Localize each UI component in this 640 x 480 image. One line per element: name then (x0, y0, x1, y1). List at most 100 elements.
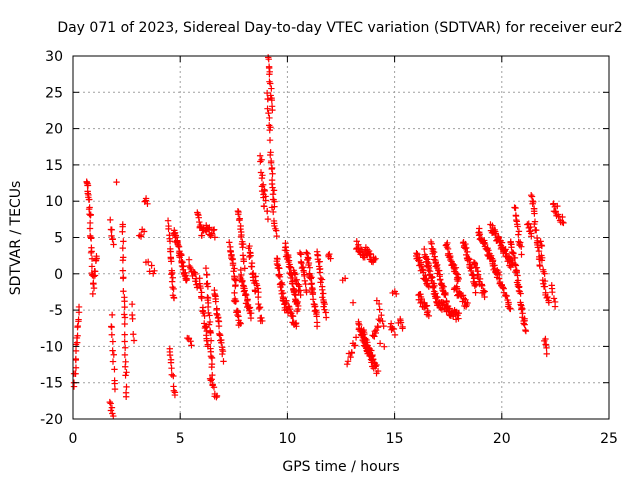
data-point (91, 268, 98, 275)
y-tick-label: 30 (45, 49, 63, 65)
data-point (348, 349, 355, 356)
data-point (185, 256, 193, 263)
data-point (275, 272, 282, 279)
data-point (213, 392, 221, 400)
data-point (252, 277, 259, 284)
data-point (259, 317, 266, 325)
data-point (351, 342, 359, 349)
data-point (491, 262, 498, 269)
data-point (183, 275, 191, 283)
data-point (549, 201, 557, 208)
data-point (110, 241, 117, 248)
data-point (464, 248, 471, 256)
data-point (107, 216, 114, 224)
chart-title: Day 071 of 2023, Sidereal Day-to-day VTE… (57, 20, 622, 36)
data-point (236, 319, 244, 326)
data-point (528, 193, 536, 200)
data-point (178, 252, 185, 259)
data-point (389, 325, 396, 332)
data-point (550, 295, 558, 302)
data-point (505, 299, 512, 306)
data-point (208, 360, 216, 368)
data-point (84, 182, 91, 189)
data-point (507, 305, 514, 312)
data-point (543, 344, 550, 352)
data-point (381, 343, 388, 350)
data-point (215, 317, 222, 325)
data-point (200, 320, 208, 327)
data-point (187, 338, 194, 345)
data-point (236, 217, 243, 224)
data-point (267, 80, 274, 87)
data-point (513, 267, 520, 274)
data-point (421, 245, 428, 253)
data-point (247, 314, 255, 322)
data-point (560, 219, 567, 227)
data-point (313, 319, 321, 326)
data-point (343, 360, 351, 368)
data-point (197, 282, 204, 290)
data-point (373, 361, 380, 369)
data-point (471, 282, 479, 289)
data-point (471, 260, 479, 267)
data-point (552, 208, 559, 215)
data-point (267, 124, 274, 131)
y-tick-labels: -20 -15 -10 -5 0 5 10 15 20 25 30 (40, 49, 63, 428)
data-point (202, 264, 210, 272)
data-point (442, 291, 449, 299)
data-point (356, 321, 363, 329)
data-point (375, 316, 382, 323)
data-point (271, 222, 278, 230)
data-point (431, 253, 438, 260)
data-point (291, 291, 298, 298)
data-point (130, 337, 138, 344)
data-point (123, 383, 130, 391)
data-point (500, 285, 507, 292)
data-point (447, 256, 454, 264)
y-tick-label: -20 (40, 412, 63, 428)
data-point (88, 263, 96, 270)
data-point (107, 400, 114, 407)
data-point (264, 95, 272, 103)
data-point (72, 356, 80, 364)
data-point (109, 236, 116, 243)
data-point (168, 371, 176, 378)
data-point (239, 252, 247, 259)
data-point (451, 265, 458, 273)
data-point (121, 303, 128, 311)
data-point (85, 196, 93, 203)
data-point (489, 258, 497, 265)
data-point (219, 350, 226, 358)
data-point (276, 265, 283, 272)
data-point (211, 234, 219, 241)
data-point (487, 252, 495, 259)
data-point (376, 306, 383, 313)
data-point (267, 151, 274, 159)
data-point (367, 250, 374, 258)
data-point (119, 244, 126, 252)
data-point (485, 247, 492, 254)
data-point (257, 169, 265, 176)
data-point (481, 293, 488, 301)
data-point (303, 288, 310, 296)
x-tick-labels: 0 5 10 15 20 25 (69, 431, 618, 447)
data-series (70, 54, 567, 420)
data-point (232, 297, 240, 305)
data-point (542, 335, 549, 343)
data-point (434, 294, 441, 301)
data-point (237, 222, 244, 230)
data-point (302, 280, 309, 288)
data-point (316, 269, 324, 276)
data-point (247, 252, 254, 259)
y-axis-label: SDTVAR / TECUs (8, 181, 24, 296)
data-point (119, 257, 127, 264)
data-point (373, 297, 381, 304)
data-point (535, 247, 543, 255)
data-point (270, 187, 278, 194)
y-tick-label: -15 (40, 376, 63, 392)
data-point (164, 217, 172, 224)
data-point (425, 264, 433, 272)
data-point (518, 304, 525, 312)
data-point (121, 298, 128, 305)
data-point (120, 238, 127, 245)
